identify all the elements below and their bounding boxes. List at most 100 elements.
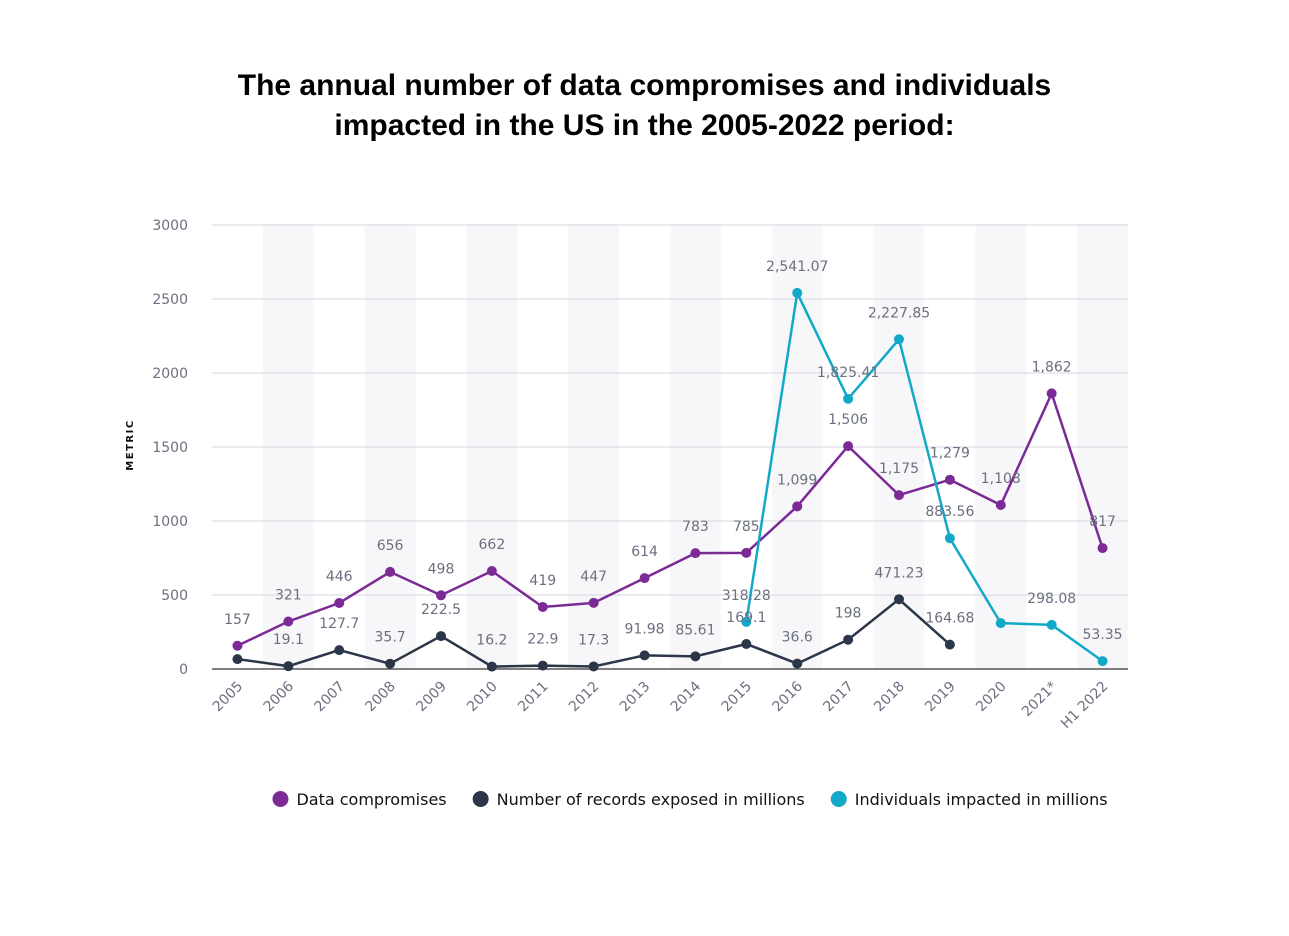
series-line xyxy=(745,288,1104,663)
x-tick-label: 2007 xyxy=(312,679,349,716)
x-tick-label: 2018 xyxy=(871,679,908,716)
data-label: 785 xyxy=(733,519,760,535)
data-label: 447 xyxy=(580,569,607,585)
x-tick-label: 2012 xyxy=(566,679,603,716)
x-tick-label: 2021* xyxy=(1019,679,1060,720)
x-tick-label: 2008 xyxy=(362,679,399,716)
y-tick-label: 2500 xyxy=(152,292,188,308)
data-point xyxy=(436,590,446,601)
data-point xyxy=(334,597,345,608)
data-point xyxy=(283,661,294,672)
x-tick-label: 2006 xyxy=(261,678,298,715)
data-label: 17.3 xyxy=(578,632,609,648)
data-label: 157 xyxy=(224,612,251,628)
data-point xyxy=(1097,543,1108,554)
data-label: 1,506 xyxy=(828,412,868,428)
data-point xyxy=(995,618,1006,629)
data-label: 298.08 xyxy=(1027,591,1076,607)
data-point xyxy=(334,645,345,656)
data-label: 35.7 xyxy=(375,630,406,646)
data-point xyxy=(894,594,904,605)
x-tick-label: 2011 xyxy=(515,679,552,716)
data-label: 1,099 xyxy=(777,472,817,488)
data-label: 2,227.85 xyxy=(868,305,930,321)
legend-marker xyxy=(472,791,489,807)
data-point xyxy=(944,474,955,485)
data-label: 883.56 xyxy=(925,504,974,520)
data-point xyxy=(385,658,396,669)
data-point xyxy=(385,566,396,577)
data-label: 222.5 xyxy=(421,602,461,618)
data-point xyxy=(894,490,904,501)
x-tick-label: 2016 xyxy=(770,678,807,715)
data-point xyxy=(741,638,752,649)
x-tick-label: 2019 xyxy=(922,679,959,716)
y-tick-label: 500 xyxy=(161,588,188,604)
legend-label: Number of records exposed in millions xyxy=(497,790,805,809)
data-label: 127.7 xyxy=(319,616,359,632)
series-line xyxy=(236,389,1104,647)
x-tick-label: 2017 xyxy=(820,679,857,716)
data-point xyxy=(894,334,904,345)
data-label: 321 xyxy=(275,587,302,603)
legend-marker xyxy=(272,791,289,807)
data-point xyxy=(639,650,650,661)
data-point xyxy=(283,616,294,627)
data-label: 614 xyxy=(631,544,658,560)
data-point xyxy=(741,547,752,558)
y-tick-label: 3000 xyxy=(152,218,188,234)
x-tick-label: 2015 xyxy=(719,679,756,716)
data-label: 1,279 xyxy=(930,446,970,462)
data-label: 817 xyxy=(1089,514,1116,530)
x-tick-label: 2014 xyxy=(668,678,705,715)
data-label: 471.23 xyxy=(875,565,924,581)
data-point xyxy=(537,660,548,671)
y-axis-title: METRIC xyxy=(125,419,136,470)
data-label: 53.35 xyxy=(1083,627,1123,643)
legend-label: Data compromises xyxy=(296,790,446,809)
data-point xyxy=(843,634,854,645)
data-label: 2,541.07 xyxy=(766,259,828,275)
x-tick-label: H1 2022 xyxy=(1058,679,1111,732)
data-label: 1,108 xyxy=(981,471,1021,487)
data-point xyxy=(1046,388,1057,399)
data-point xyxy=(843,441,854,452)
data-point xyxy=(436,631,446,642)
data-label: 85.61 xyxy=(675,622,715,638)
data-point xyxy=(690,548,701,559)
legend: Data compromises Number of records expose… xyxy=(272,790,1108,809)
data-label: 662 xyxy=(479,537,506,553)
legend-label: Individuals impacted in millions xyxy=(855,790,1108,809)
data-label: 16.2 xyxy=(476,633,507,649)
data-point xyxy=(741,616,752,627)
data-label: 36.6 xyxy=(782,630,813,646)
data-point xyxy=(588,597,599,608)
x-tick-label: 2009 xyxy=(413,679,450,716)
data-point xyxy=(486,566,497,577)
data-label: 198 xyxy=(835,606,862,622)
data-label: 164.68 xyxy=(925,611,974,627)
x-tick-label: 2020 xyxy=(973,679,1010,716)
data-point xyxy=(232,640,243,651)
y-tick-label: 0 xyxy=(179,662,188,678)
data-point xyxy=(792,658,803,669)
data-point xyxy=(690,651,701,662)
legend-marker xyxy=(830,791,847,807)
data-label: 1,825.41 xyxy=(817,365,879,381)
data-point xyxy=(792,287,803,298)
data-point xyxy=(995,500,1006,511)
x-tick-label: 2013 xyxy=(617,679,654,716)
data-point xyxy=(792,501,803,512)
data-label: 22.9 xyxy=(527,632,558,648)
title-box: The annual number of data compromises an… xyxy=(0,66,1289,146)
data-point xyxy=(639,573,650,584)
x-tick-label: 2010 xyxy=(464,679,501,716)
data-label: 783 xyxy=(682,519,709,535)
data-label: 419 xyxy=(529,573,556,589)
x-tick-label: 2005 xyxy=(210,679,247,716)
data-label: 19.1 xyxy=(273,632,304,648)
data-point xyxy=(232,654,243,665)
data-point xyxy=(537,601,548,612)
